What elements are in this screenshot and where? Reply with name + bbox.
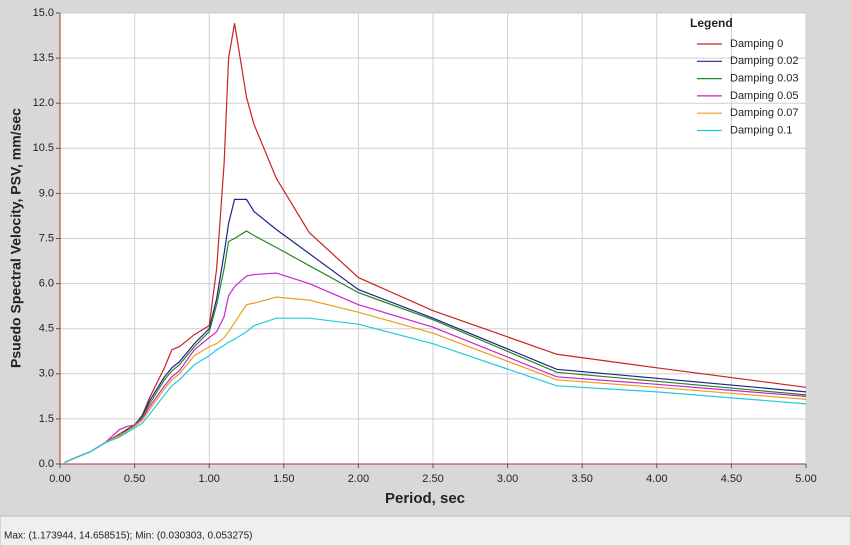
x-axis-title: Period, sec <box>385 490 465 507</box>
x-tick-label: 3.00 <box>497 473 518 485</box>
x-tick-label: 0.00 <box>49 473 70 485</box>
y-tick-label: 4.5 <box>39 323 54 335</box>
y-tick-label: 15.0 <box>33 7 54 19</box>
y-tick-label: 7.5 <box>39 232 54 244</box>
series-line <box>64 272 807 464</box>
x-tick-label: 4.00 <box>646 473 667 485</box>
y-tick-label: 10.5 <box>33 142 54 154</box>
x-tick-label: 1.00 <box>198 473 219 485</box>
legend-label: Damping 0.05 <box>730 90 799 102</box>
y-tick-label: 12.0 <box>33 97 54 109</box>
x-tick-label: 2.00 <box>348 473 369 485</box>
x-tick-label: 1.50 <box>273 473 294 485</box>
legend-label: Damping 0.03 <box>730 73 799 85</box>
status-text: Max: (1.173944, 14.658515); Min: (0.0303… <box>4 531 253 542</box>
x-tick-label: 4.50 <box>721 473 742 485</box>
y-tick-label: 0.0 <box>39 458 54 470</box>
status-bar <box>0 515 851 546</box>
series-line <box>64 23 807 464</box>
y-tick-label: 9.0 <box>39 187 54 199</box>
x-tick-label: 2.50 <box>422 473 443 485</box>
legend-title: Legend <box>690 16 733 30</box>
y-tick-label: 3.0 <box>39 368 54 380</box>
series-line <box>64 317 807 464</box>
y-tick-label: 13.5 <box>33 52 54 64</box>
y-tick-label: 1.5 <box>39 413 54 425</box>
x-tick-label: 5.00 <box>795 473 816 485</box>
legend-label: Damping 0.07 <box>730 107 799 119</box>
y-tick-label: 6.0 <box>39 278 54 290</box>
x-tick-label: 0.50 <box>124 473 145 485</box>
legend-label: Damping 0.02 <box>730 55 799 67</box>
y-axis-title: Psuedo Spectral Velocity, PSV, mm/sec <box>8 108 24 368</box>
series-line <box>64 296 807 464</box>
legend-label: Damping 0 <box>730 38 783 50</box>
legend-label: Damping 0.1 <box>730 124 792 136</box>
x-tick-label: 3.50 <box>571 473 592 485</box>
